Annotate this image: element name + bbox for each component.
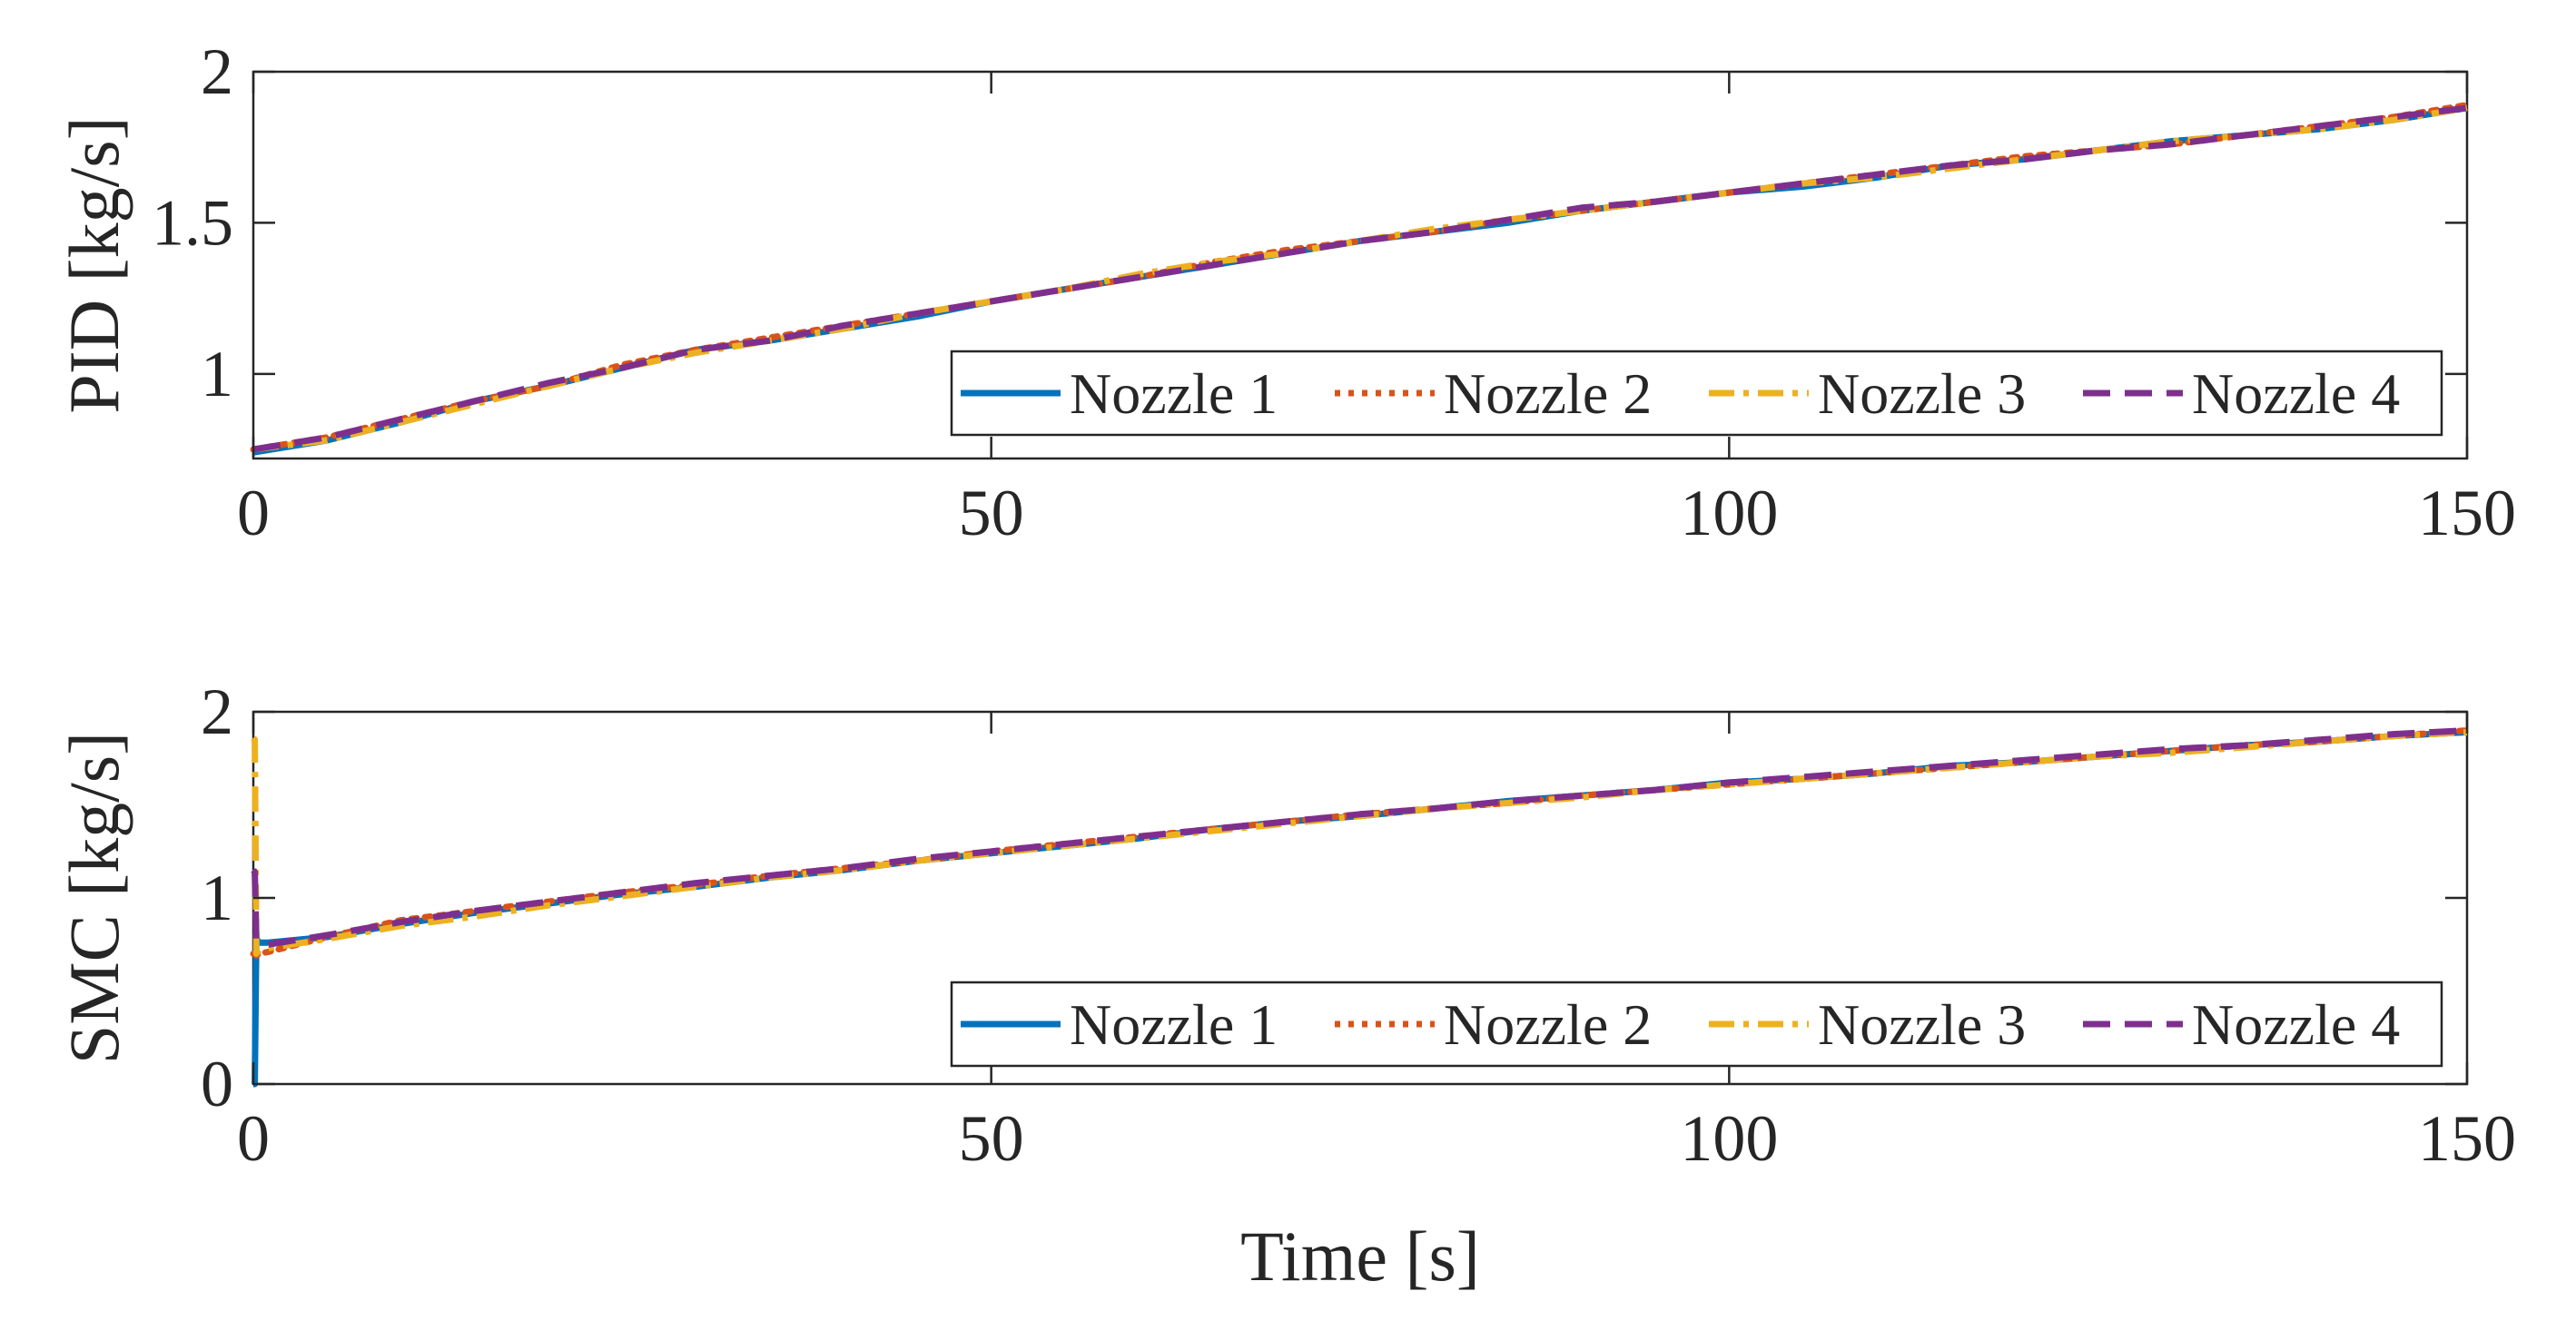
pid-legend-label-1: Nozzle 1 [1070,361,1278,426]
smc-ytick-label: 1 [201,862,233,934]
pid-tick-layer: 0 50 100 150 1 1.5 2 [152,35,2516,549]
pid-xtick-label: 0 [237,477,270,549]
smc-legend-box [950,981,2443,1068]
pid-legend: Nozzle 1 Nozzle 2 Nozzle 3 Nozzle 4 [950,350,2443,437]
time-xlabel: Time [s] [1240,1217,1480,1296]
smc-series-4 [251,727,2468,948]
smc-legend-label-3: Nozzle 3 [1818,992,2026,1057]
smc-legend-label-2: Nozzle 2 [1444,992,1652,1057]
smc-xtick-label: 50 [959,1102,1024,1175]
pid-ylabel: PID [kg/s] [54,116,133,413]
smc-xtick-label: 100 [1680,1102,1778,1175]
pid-ytick-label: 2 [201,35,233,108]
pid-legend-box [950,350,2443,437]
smc-ytick-label: 0 [201,1048,233,1120]
smc-ylabel: SMC [kg/s] [54,732,133,1064]
pid-xtick-label: 100 [1680,477,1778,549]
pid-xtick-label: 50 [959,477,1024,549]
smc-ytick-label: 2 [201,675,233,748]
smc-legend-label-1: Nozzle 1 [1070,992,1278,1057]
smc-legend: Nozzle 1 Nozzle 2 Nozzle 3 Nozzle 4 [950,981,2443,1068]
pid-axes-box [252,70,2469,460]
pid-series-layer [250,102,2471,456]
smc-series-3 [251,729,2468,957]
smc-xtick-label: 0 [237,1102,270,1175]
smc-tick-layer: 0 50 100 150 0 1 2 [201,675,2516,1175]
pid-ytick-label: 1 [201,338,233,410]
smc-xtick-label: 150 [2418,1102,2516,1175]
smc-legend-label-4: Nozzle 4 [2192,992,2400,1057]
pid-ytick-label: 1.5 [152,186,233,259]
smc-series-layer [250,727,2471,1088]
pid-xtick-label: 150 [2418,477,2516,549]
pid-legend-label-2: Nozzle 2 [1444,361,1652,426]
pid-legend-label-3: Nozzle 3 [1818,361,2026,426]
pid-series-4 [252,104,2468,453]
pid-legend-label-4: Nozzle 4 [2192,361,2400,426]
